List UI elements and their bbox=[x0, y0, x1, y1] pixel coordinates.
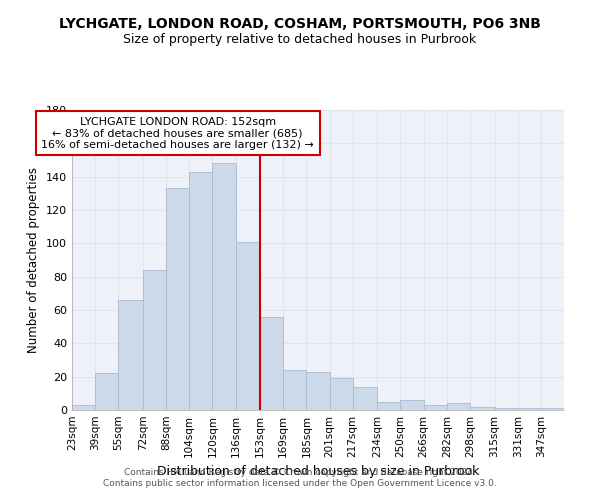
Y-axis label: Number of detached properties: Number of detached properties bbox=[28, 167, 40, 353]
Bar bbox=[494, 408, 518, 410]
Text: LYCHGATE, LONDON ROAD, COSHAM, PORTSMOUTH, PO6 3NB: LYCHGATE, LONDON ROAD, COSHAM, PORTSMOUT… bbox=[59, 18, 541, 32]
Bar bbox=[260, 316, 283, 410]
Bar bbox=[95, 374, 118, 410]
Bar bbox=[353, 386, 377, 410]
Bar bbox=[541, 408, 564, 410]
Bar bbox=[470, 406, 494, 410]
Bar bbox=[212, 164, 236, 410]
Bar bbox=[72, 405, 95, 410]
Text: Size of property relative to detached houses in Purbrook: Size of property relative to detached ho… bbox=[124, 32, 476, 46]
X-axis label: Distribution of detached houses by size in Purbrook: Distribution of detached houses by size … bbox=[157, 466, 479, 478]
Bar bbox=[118, 300, 143, 410]
Bar bbox=[236, 242, 260, 410]
Text: LYCHGATE LONDON ROAD: 152sqm
← 83% of detached houses are smaller (685)
16% of s: LYCHGATE LONDON ROAD: 152sqm ← 83% of de… bbox=[41, 116, 314, 150]
Bar bbox=[166, 188, 189, 410]
Text: Contains HM Land Registry data © Crown copyright and database right 2024.
Contai: Contains HM Land Registry data © Crown c… bbox=[103, 468, 497, 487]
Bar bbox=[329, 378, 353, 410]
Bar bbox=[283, 370, 307, 410]
Bar bbox=[307, 372, 329, 410]
Bar bbox=[518, 408, 541, 410]
Bar bbox=[189, 172, 212, 410]
Bar bbox=[377, 402, 400, 410]
Bar bbox=[447, 404, 470, 410]
Bar bbox=[424, 405, 447, 410]
Bar bbox=[143, 270, 166, 410]
Bar bbox=[400, 400, 424, 410]
